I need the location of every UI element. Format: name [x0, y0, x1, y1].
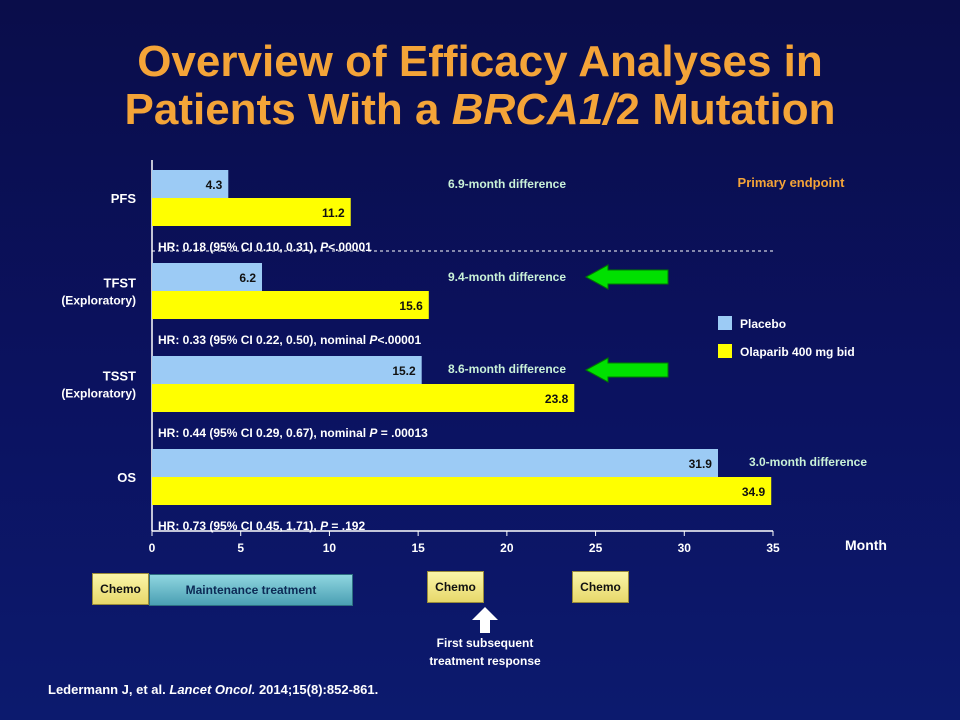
x-tick-label: 5	[237, 541, 244, 555]
title-line-2-end: 2 Mutation	[615, 85, 836, 134]
category-label: OS	[117, 470, 136, 485]
bar-olaparib	[152, 198, 351, 226]
hazard-ratio-text: HR: 0.44 (95% CI 0.29, 0.67), nominal P …	[158, 426, 428, 440]
first-subsequent-line-2: treatment response	[429, 654, 541, 668]
chemo-box-2: Chemo	[427, 571, 484, 603]
x-tick-label: 25	[589, 541, 603, 555]
green-arrow-icon	[584, 264, 669, 290]
legend-swatch	[718, 316, 732, 330]
bar-olaparib	[152, 477, 772, 505]
citation-reference: 2014;15(8):852-861.	[255, 682, 379, 697]
x-tick-label: 35	[766, 541, 780, 555]
maintenance-treatment-box: Maintenance treatment	[149, 574, 353, 606]
category-label: TFST	[104, 276, 137, 291]
category-label: TSST	[103, 369, 136, 384]
title-line-2: Patients With a BRCA1/2 Mutation	[0, 86, 960, 134]
title-line-1: Overview of Efficacy Analyses in	[137, 37, 823, 86]
bar-placebo	[152, 356, 422, 384]
chemo-box-1: Chemo	[92, 573, 149, 605]
bar-value-label: 15.2	[392, 364, 416, 378]
legend-swatch	[718, 344, 732, 358]
title-line-2-italic: BRCA1/	[451, 85, 616, 134]
x-tick-label: 20	[500, 541, 514, 555]
primary-endpoint-label: Primary endpoint	[738, 175, 846, 190]
first-subsequent-caption: First subsequent treatment response	[385, 634, 585, 670]
legend-label: Placebo	[740, 317, 786, 331]
hazard-ratio-text: HR: 0.73 (95% CI 0.45, 1.71), P = .192	[158, 519, 365, 533]
hazard-ratio-text: HR: 0.18 (95% CI 0.10, 0.31), P<.00001	[158, 240, 372, 254]
bar-value-label: 6.2	[239, 271, 256, 285]
bar-olaparib	[152, 384, 575, 412]
chemo-box-3: Chemo	[572, 571, 629, 603]
title-line-2-start: Patients With a	[124, 85, 452, 134]
x-tick-label: 30	[678, 541, 692, 555]
bar-value-label: 11.2	[322, 206, 345, 220]
category-label: (Exploratory)	[61, 387, 136, 401]
citation-authors: Ledermann J, et al.	[48, 682, 170, 697]
category-label: (Exploratory)	[61, 294, 136, 308]
x-tick-label: 10	[323, 541, 337, 555]
bar-placebo	[152, 263, 263, 291]
hazard-ratio-text: HR: 0.33 (95% CI 0.22, 0.50), nominal P<…	[158, 333, 421, 347]
bar-value-label: 4.3	[206, 178, 223, 192]
bar-placebo	[152, 170, 229, 198]
efficacy-bar-chart: 0 5 10 15 20 25 30 35 Month Primary endpoint PFS 4.…	[61, 170, 887, 555]
first-subsequent-line-1: First subsequent	[436, 636, 534, 650]
category-label: PFS	[111, 191, 137, 206]
difference-label: 9.4-month difference	[448, 270, 566, 284]
difference-label: 3.0-month difference	[749, 455, 867, 469]
difference-label: 6.9-month difference	[448, 177, 566, 191]
difference-label: 8.6-month difference	[448, 362, 566, 376]
bar-placebo	[152, 449, 718, 477]
green-arrow-icon	[584, 357, 669, 383]
x-axis-label: Month	[845, 537, 887, 553]
x-tick-label: 15	[411, 541, 425, 555]
citation: Ledermann J, et al. Lancet Oncol. 2014;1…	[48, 682, 378, 697]
bar-value-label: 15.6	[399, 299, 423, 313]
up-arrow-icon	[472, 607, 498, 633]
bar-value-label: 34.9	[742, 485, 766, 499]
citation-journal: Lancet Oncol.	[169, 682, 256, 697]
x-tick-label: 0	[149, 541, 156, 555]
bar-value-label: 31.9	[689, 457, 713, 471]
legend-label: Olaparib 400 mg bid	[740, 345, 855, 359]
bar-value-label: 23.8	[545, 392, 569, 406]
bar-olaparib	[152, 291, 429, 319]
slide-title: Overview of Efficacy Analyses in Patient…	[0, 38, 960, 134]
